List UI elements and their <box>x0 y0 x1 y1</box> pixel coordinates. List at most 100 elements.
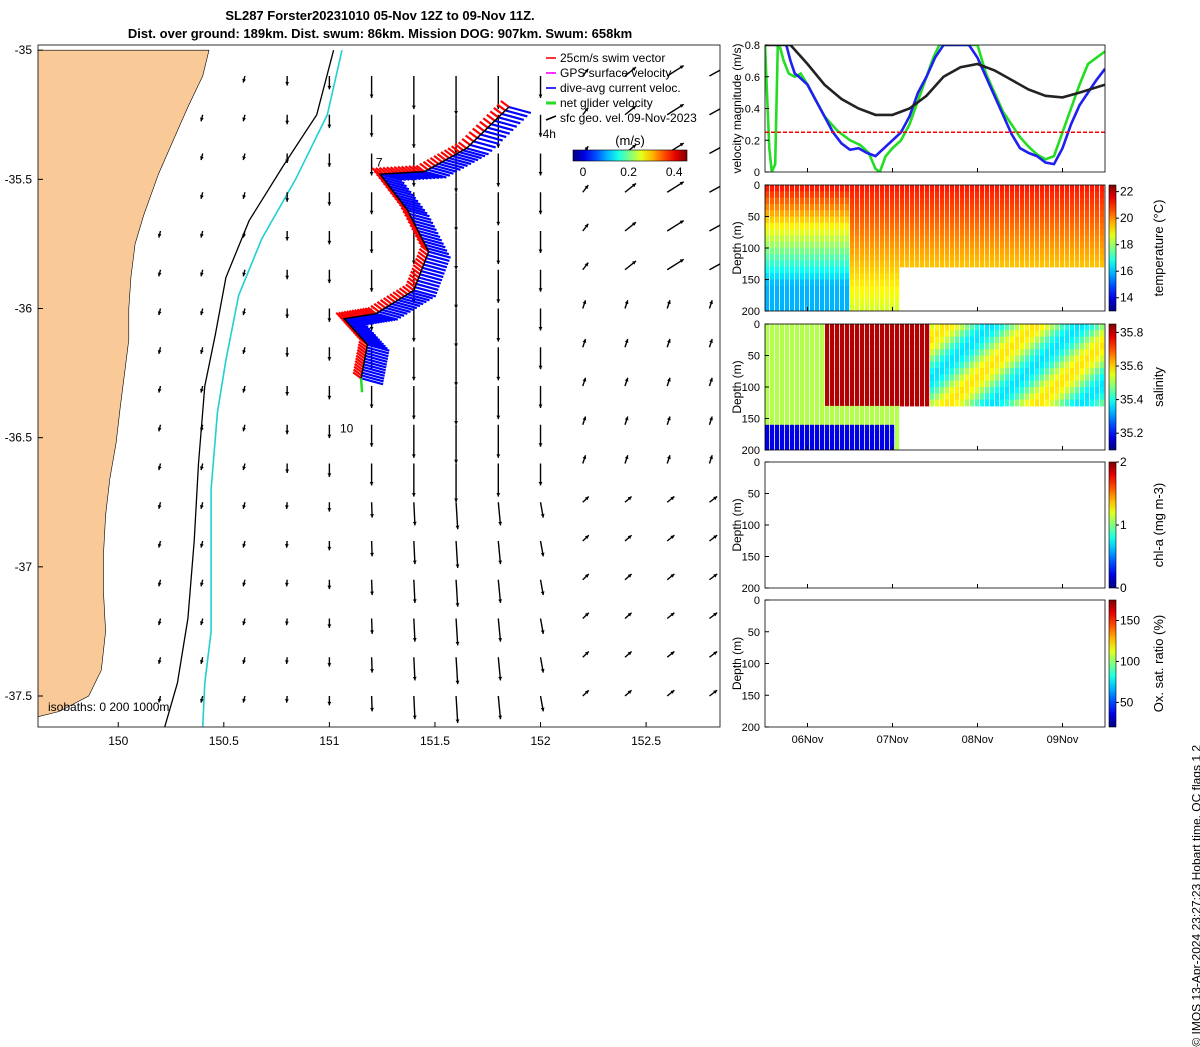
profile-cell <box>1055 185 1060 192</box>
profile-cell <box>980 324 985 331</box>
profile-cell <box>880 437 885 445</box>
dive-current-vector <box>425 257 449 266</box>
geo-velocity-arrowhead <box>679 181 684 186</box>
swim-vector <box>436 153 447 161</box>
profile-cell <box>825 387 830 394</box>
profile-cell <box>860 304 865 311</box>
time-tick-label: 08Nov <box>962 734 994 746</box>
profile-cell <box>840 304 845 311</box>
profile-cell <box>965 191 970 199</box>
profile-cell <box>940 222 945 230</box>
swim-vector <box>370 304 380 313</box>
profile-cell <box>940 380 945 388</box>
profile-cell <box>955 324 960 331</box>
profile-cell <box>820 399 825 407</box>
swim-vector <box>408 273 419 282</box>
profile-cell <box>1035 191 1040 199</box>
profile-cell <box>930 210 935 217</box>
profile-cell <box>1065 260 1070 268</box>
profile-cell <box>925 260 930 268</box>
profile-cell <box>825 380 830 388</box>
profile-cell <box>880 380 885 388</box>
profile-cell <box>825 292 830 299</box>
profile-cell <box>920 191 925 199</box>
geo-velocity-arrow <box>455 618 459 646</box>
profile-cell <box>1000 203 1005 211</box>
profile-cell <box>835 203 840 211</box>
geo-velocity-arrowhead <box>713 573 718 578</box>
profile-cell <box>775 285 780 293</box>
profile-cell <box>890 254 895 262</box>
profile-cell <box>805 387 810 394</box>
profile-cell <box>840 298 845 306</box>
profile-cell <box>850 266 855 274</box>
geo-velocity-arrowhead <box>584 573 589 578</box>
section-y-tick-label: 200 <box>742 306 760 318</box>
profile-cell <box>1050 254 1055 262</box>
profile-cell <box>1080 235 1085 243</box>
profile-cell <box>765 418 770 426</box>
profile-cell <box>1070 222 1075 230</box>
profile-cell <box>885 210 890 217</box>
profile-cell <box>1065 393 1070 401</box>
dive-current-vector <box>501 112 525 121</box>
profile-cell <box>1085 191 1090 199</box>
section-colorbar <box>1108 599 1117 728</box>
profile-cell <box>855 292 860 299</box>
profile-cell <box>830 336 835 344</box>
profile-cell <box>1055 260 1060 268</box>
profile-cell <box>765 216 770 224</box>
swim-vector <box>443 149 454 157</box>
profile-cell <box>990 393 995 401</box>
profile-cell <box>910 197 915 205</box>
geo-velocity-arrowhead <box>412 715 417 720</box>
profile-cell <box>855 368 860 375</box>
dive-current-vector <box>400 200 423 209</box>
profile-cell <box>960 330 965 338</box>
profile-cell <box>805 229 810 236</box>
dive-current-vector <box>418 276 442 285</box>
profile-cell <box>965 254 970 262</box>
profile-cell <box>1040 254 1045 262</box>
profile-cell <box>1055 216 1060 224</box>
profile-cell <box>885 443 890 450</box>
profile-cell <box>875 361 880 369</box>
profile-cell <box>770 361 775 369</box>
profile-cell <box>895 191 900 199</box>
profile-cell <box>895 330 900 338</box>
profile-cell <box>875 197 880 205</box>
profile-cell <box>790 191 795 199</box>
profile-cell <box>860 248 865 255</box>
swim-vector <box>386 166 396 175</box>
profile-cell <box>800 241 805 249</box>
profile-cell <box>955 203 960 211</box>
profile-cell <box>825 273 830 280</box>
profile-cell <box>815 235 820 243</box>
profile-cell <box>920 241 925 249</box>
profile-cell <box>1025 349 1030 356</box>
geo-velocity-arrowhead <box>679 65 684 70</box>
colorbar-label: temperature (°C) <box>1151 200 1166 297</box>
profile-cell <box>870 437 875 445</box>
profile-cell <box>960 254 965 262</box>
profile-cell <box>975 216 980 224</box>
dive-current-vector <box>362 368 385 377</box>
profile-cell <box>855 304 860 311</box>
profile-cell <box>980 216 985 224</box>
geo-velocity-arrowhead <box>200 698 204 703</box>
swim-vector <box>410 270 420 279</box>
profile-cell <box>1035 393 1040 401</box>
profile-cell <box>915 380 920 388</box>
profile-cell <box>970 380 975 388</box>
profile-cell <box>830 368 835 375</box>
profile-cell <box>965 355 970 363</box>
profile-cell <box>1020 222 1025 230</box>
profile-cell <box>1055 368 1060 375</box>
profile-cell <box>845 235 850 243</box>
profile-cell <box>970 324 975 331</box>
profile-cell <box>910 387 915 394</box>
profile-cell <box>935 185 940 192</box>
profile-cell <box>830 248 835 255</box>
profile-cell <box>790 260 795 268</box>
geo-velocity-arrow <box>413 618 416 642</box>
